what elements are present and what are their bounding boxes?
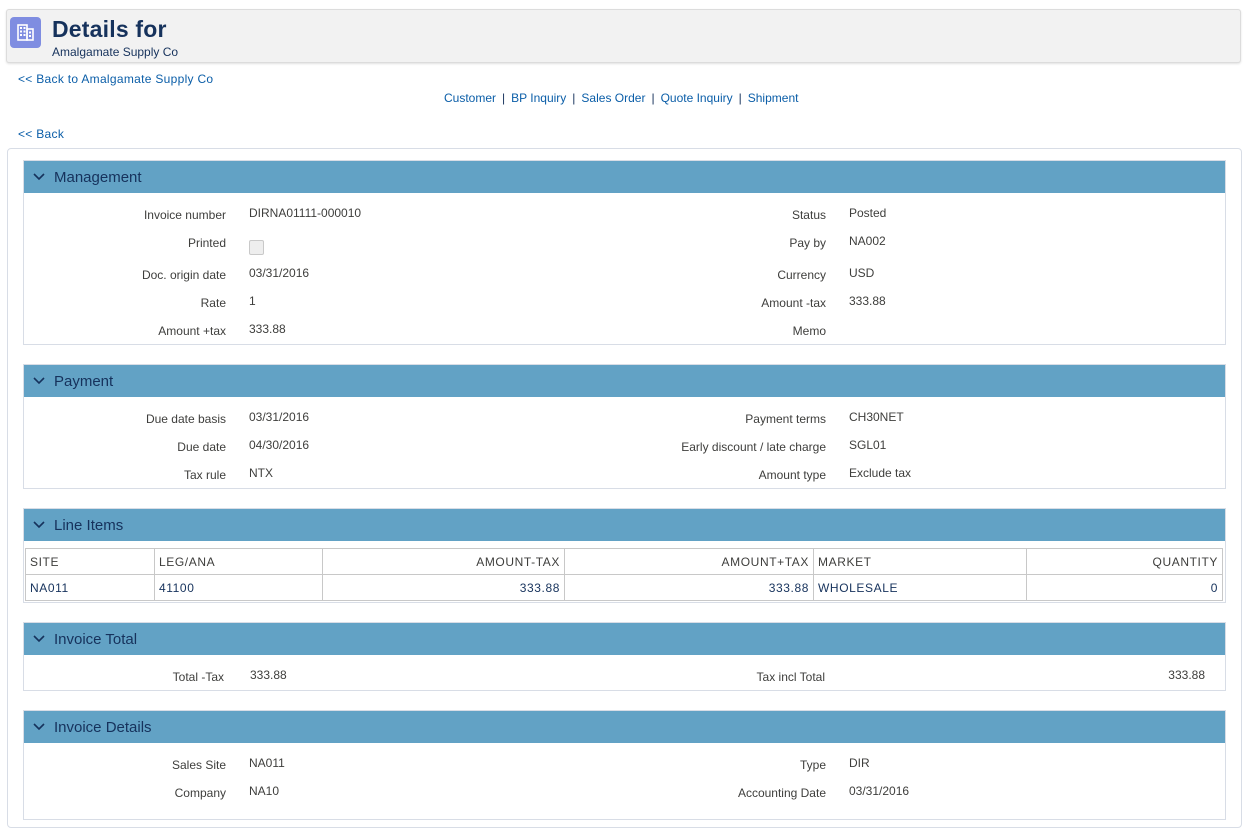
page-header: Details for Amalgamate Supply Co <box>6 9 1241 63</box>
sales-site-value: NA011 <box>249 756 285 770</box>
chevron-down-icon <box>24 635 54 643</box>
cell-amount-plus-tax: 333.88 <box>564 574 814 601</box>
column-header-amount-tax[interactable]: AMOUNT-TAX <box>322 548 565 575</box>
tax-incl-total-value: 333.88 <box>1168 668 1205 682</box>
due-date-value: 04/30/2016 <box>249 438 310 452</box>
payment-section: Payment Due date basis 03/31/2016 Due da… <box>23 364 1226 489</box>
company-value: NA10 <box>249 784 280 798</box>
tax-incl-total-label: Tax incl Total <box>756 670 825 684</box>
column-header-site[interactable]: SITE <box>25 548 155 575</box>
invoice-details-section: Invoice Details Sales Site NA011 Company… <box>23 710 1226 820</box>
printed-label: Printed <box>187 236 226 250</box>
management-section: Management Invoice number DIRNA01111-000… <box>23 160 1226 345</box>
memo-label: Memo <box>792 324 826 338</box>
status-label: Status <box>791 208 826 222</box>
section-title: Payment <box>54 372 114 390</box>
section-title: Line Items <box>54 516 124 534</box>
accounting-date-label: Accounting Date <box>737 786 826 800</box>
column-header-leg-ana[interactable]: LEG/ANA <box>154 548 323 575</box>
invoice-number-value: DIRNA01111-000010 <box>249 206 362 220</box>
shipment-link[interactable]: Shipment <box>747 91 799 105</box>
link-separator: | <box>502 91 506 105</box>
total-tax-excl-label: Total -Tax <box>172 670 224 684</box>
page-subtitle: Amalgamate Supply Co <box>52 45 179 59</box>
payment-section-header[interactable]: Payment <box>24 365 1225 397</box>
type-value: DIR <box>849 756 870 770</box>
amount-tax-excl-value: 333.88 <box>849 294 886 308</box>
table-row[interactable]: NA011 41100 333.88 333.88 WHOLESALE 0 <box>25 574 1223 601</box>
due-date-basis-value: 03/31/2016 <box>249 410 310 424</box>
early-discount-label: Early discount / late charge <box>681 440 826 454</box>
amount-tax-incl-label: Amount +tax <box>158 324 226 338</box>
chevron-down-icon <box>24 723 54 731</box>
bp-inquiry-link[interactable]: BP Inquiry <box>511 91 567 105</box>
section-title: Invoice Total <box>54 630 138 648</box>
cell-leg-ana: 41100 <box>154 574 323 601</box>
back-to-customer-link[interactable]: << Back to Amalgamate Supply Co <box>18 72 214 86</box>
chevron-down-icon <box>24 521 54 529</box>
rate-value: 1 <box>249 294 256 308</box>
invoice-total-section-header[interactable]: Invoice Total <box>24 623 1225 655</box>
payment-terms-label: Payment terms <box>745 412 826 426</box>
column-header-market[interactable]: MARKET <box>813 548 1027 575</box>
line-items-section: Line Items SITE LEG/ANA AMOUNT-TAX AMOUN… <box>23 508 1226 603</box>
cell-site: NA011 <box>25 574 155 601</box>
line-items-table: SITE LEG/ANA AMOUNT-TAX AMOUNT+TAX MARKE… <box>25 548 1223 601</box>
related-links-bar: Customer | BP Inquiry | Sales Order | Quote In… <box>444 91 798 105</box>
amount-tax-excl-label: Amount -tax <box>761 296 826 310</box>
section-title: Invoice Details <box>54 718 152 736</box>
sales-order-link[interactable]: Sales Order <box>581 91 646 105</box>
column-header-quantity[interactable]: QUANTITY <box>1026 548 1223 575</box>
pay-by-value: NA002 <box>849 234 886 248</box>
cell-quantity: 0 <box>1026 574 1223 601</box>
invoice-details-section-header[interactable]: Invoice Details <box>24 711 1225 743</box>
cell-amount-tax: 333.88 <box>322 574 565 601</box>
due-date-basis-label: Due date basis <box>145 412 226 426</box>
line-items-section-header[interactable]: Line Items <box>24 509 1225 541</box>
sales-site-label: Sales Site <box>171 758 226 772</box>
doc-origin-date-label: Doc. origin date <box>141 268 226 282</box>
management-section-header[interactable]: Management <box>24 161 1225 193</box>
chevron-down-icon <box>24 377 54 385</box>
column-header-amount-plus-tax[interactable]: AMOUNT+TAX <box>564 548 814 575</box>
page-title: Details for <box>52 16 167 42</box>
rate-label: Rate <box>200 296 226 310</box>
due-date-label: Due date <box>177 440 226 454</box>
total-tax-excl-value: 333.88 <box>250 668 287 682</box>
back-link[interactable]: << Back <box>18 127 65 141</box>
company-label: Company <box>174 786 226 800</box>
accounting-date-value: 03/31/2016 <box>849 784 910 798</box>
status-value: Posted <box>849 206 887 220</box>
printed-checkbox[interactable] <box>249 240 264 255</box>
link-separator: | <box>572 91 576 105</box>
cell-market: WHOLESALE <box>813 574 1027 601</box>
table-header-row: SITE LEG/ANA AMOUNT-TAX AMOUNT+TAX MARKE… <box>25 548 1223 575</box>
chevron-down-icon <box>24 173 54 181</box>
type-label: Type <box>799 758 826 772</box>
payment-terms-value: CH30NET <box>849 410 904 424</box>
customer-link[interactable]: Customer <box>444 91 497 105</box>
invoice-total-section: Invoice Total Total -Tax 333.88 Tax incl… <box>23 622 1226 691</box>
tax-rule-label: Tax rule <box>183 468 226 482</box>
link-separator: | <box>738 91 742 105</box>
amount-type-value: Exclude tax <box>849 466 912 480</box>
currency-value: USD <box>849 266 875 280</box>
section-title: Management <box>54 168 142 186</box>
amount-type-label: Amount type <box>758 468 826 482</box>
currency-label: Currency <box>777 268 826 282</box>
quote-inquiry-link[interactable]: Quote Inquiry <box>660 91 733 105</box>
building-icon <box>10 17 41 48</box>
doc-origin-date-value: 03/31/2016 <box>249 266 310 280</box>
invoice-number-label: Invoice number <box>143 208 226 222</box>
link-separator: | <box>651 91 655 105</box>
pay-by-label: Pay by <box>789 236 826 250</box>
amount-tax-incl-value: 333.88 <box>249 322 286 336</box>
early-discount-value: SGL01 <box>849 438 887 452</box>
tax-rule-value: NTX <box>249 466 273 480</box>
